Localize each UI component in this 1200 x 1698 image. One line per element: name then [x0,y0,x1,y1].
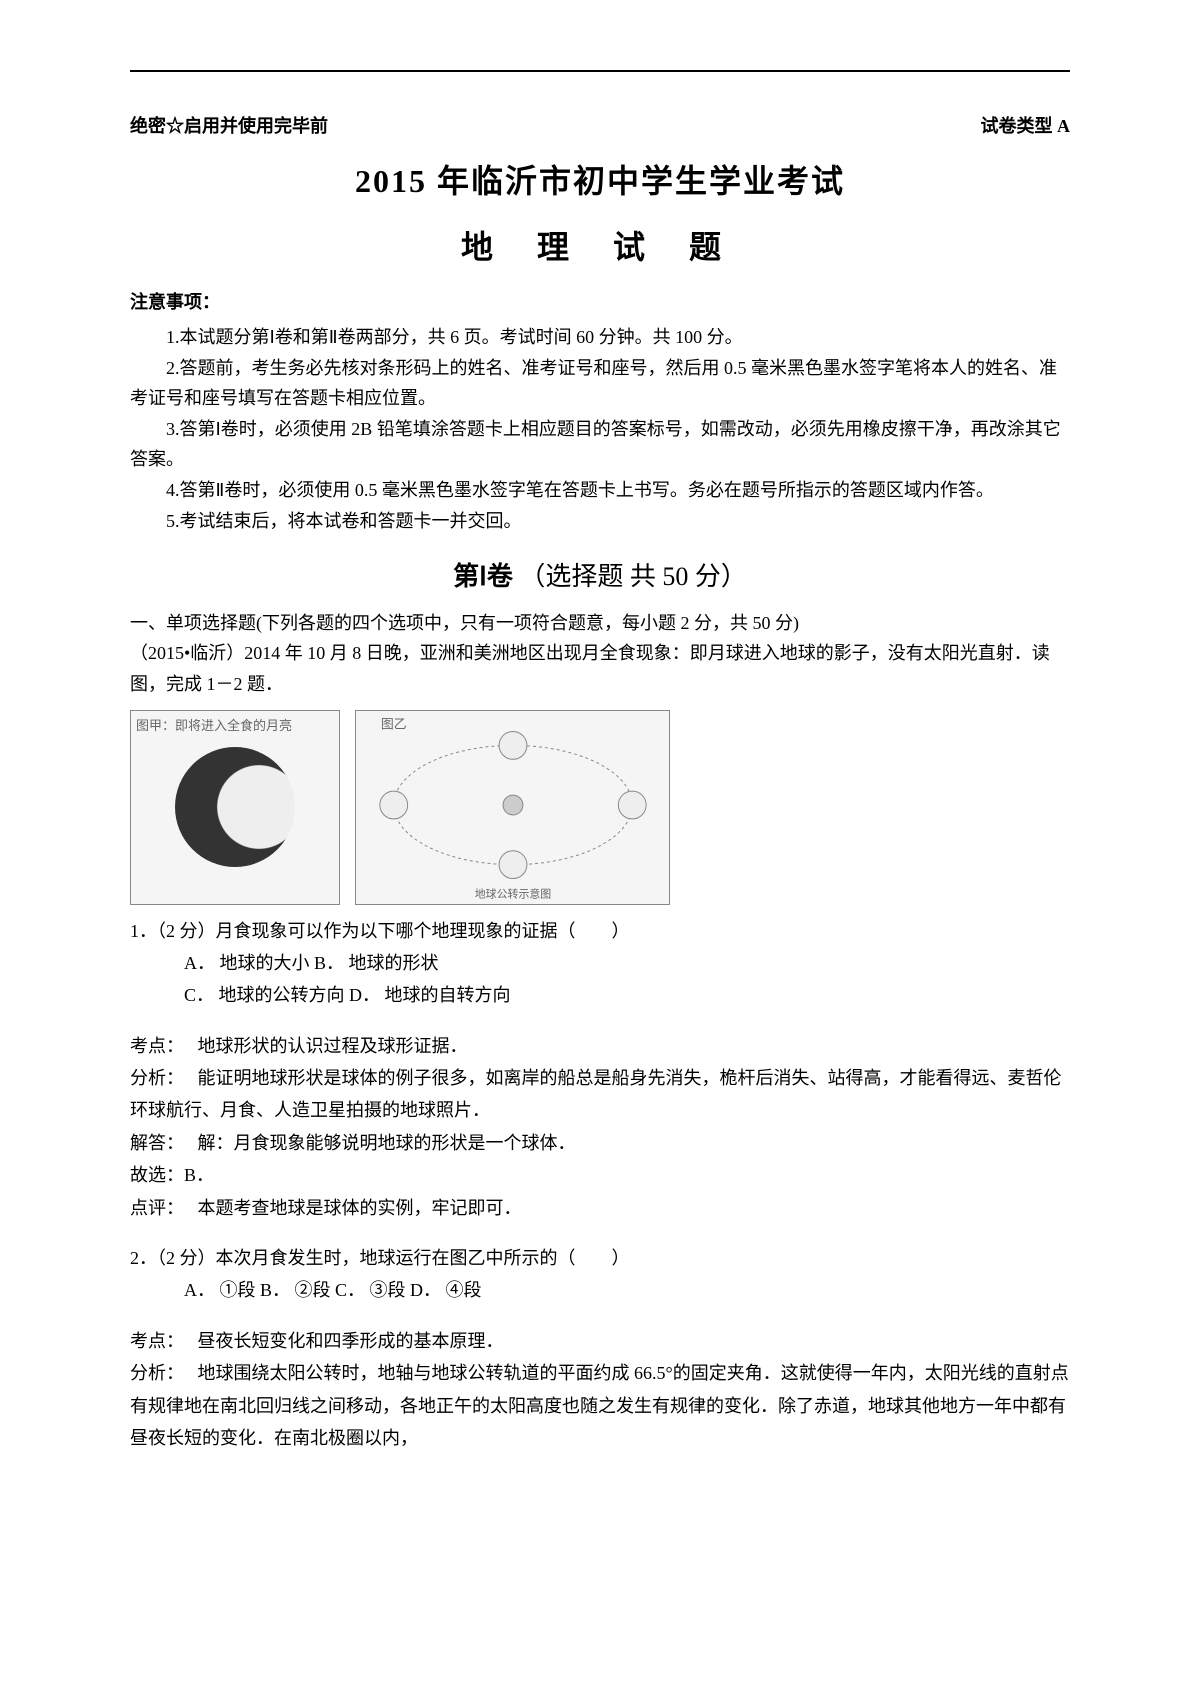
subject-title: 地 理 试 题 [130,222,1070,273]
q1-dianping: 点评： 本题考查地球是球体的实例，牢记即可． [130,1192,1070,1224]
exam-title: 2015 年临沂市初中学生学业考试 [130,156,1070,207]
q2-kaodian: 考点： 昼夜长短变化和四季形成的基本原理． [130,1325,1070,1357]
q2-stem: 2．（2 分）本次月食发生时，地球运行在图乙中所示的（ ） [130,1242,1070,1274]
kaodian-label: 考点： [130,1030,193,1062]
figure-row: 图甲：即将进入全食的月亮 图乙 地球公转示意图 [130,710,1070,905]
dianping-text: 本题考查地球是球体的实例，牢记即可． [198,1198,522,1218]
kaodian-text: 昼夜长短变化和四季形成的基本原理． [198,1331,504,1351]
top-rule [130,70,1070,72]
moon-icon [175,747,295,867]
kaodian-label: 考点： [130,1325,193,1357]
q1-guxuan: 故选：B． [130,1159,1070,1191]
kaodian-text: 地球形状的认识过程及球形证据． [198,1036,468,1056]
q1-options-line1: A． 地球的大小 B． 地球的形状 [130,947,1070,979]
section-1-title: 第Ⅰ卷 （选择题 共 50 分） [130,556,1070,598]
notice-item: 4.答第Ⅱ卷时，必须使用 0.5 毫米黑色墨水签字笔在答题卡上书写。务必在题号所… [130,475,1070,506]
orbit-diagram-svg: 图乙 地球公转示意图 [356,710,669,905]
q1-jieda: 解答： 解：月食现象能够说明地球的形状是一个球体． [130,1127,1070,1159]
figure-jia-label: 图甲：即将进入全食的月亮 [136,716,292,737]
section-1-light: （选择题 共 50 分） [519,562,747,591]
q1-fenxi: 分析： 能证明地球形状是球体的例子很多，如离岸的船总是船身先消失，桅杆后消失、站… [130,1062,1070,1127]
jieda-label: 解答： [130,1127,193,1159]
header-row: 绝密☆启用并使用完毕前 试卷类型 A [130,112,1070,141]
section-1-bold: 第Ⅰ卷 [453,562,513,591]
fenxi-label: 分析： [130,1062,193,1094]
mc-instruction: 一、单项选择题(下列各题的四个选项中，只有一项符合题意，每小题 2 分，共 50… [130,608,1070,639]
q2-options: A． ①段 B． ②段 C． ③段 D． ④段 [130,1274,1070,1306]
figure-yi: 图乙 地球公转示意图 [355,710,670,905]
fenxi-text: 地球围绕太阳公转时，地轴与地球公转轨道的平面约成 66.5°的固定夹角．这就使得… [130,1363,1069,1448]
figure-yi-label: 图乙 [381,716,407,731]
svg-text:地球公转示意图: 地球公转示意图 [475,886,552,900]
dianping-label: 点评： [130,1192,193,1224]
notice-item: 1.本试题分第Ⅰ卷和第Ⅱ卷两部分，共 6 页。考试时间 60 分钟。共 100 … [130,322,1070,353]
q1-options-line2: C． 地球的公转方向 D． 地球的自转方向 [130,979,1070,1011]
question-context: （2015•临沂）2014 年 10 月 8 日晚，亚洲和美洲地区出现月全食现象… [130,638,1070,699]
paper-type-label: 试卷类型 A [981,112,1071,141]
q2-fenxi: 分析： 地球围绕太阳公转时，地轴与地球公转轨道的平面约成 66.5°的固定夹角．… [130,1357,1070,1454]
notice-item: 3.答第Ⅰ卷时，必须使用 2B 铅笔填涂答题卡上相应题目的答案标号，如需改动，必… [130,414,1070,475]
fenxi-text: 能证明地球形状是球体的例子很多，如离岸的船总是船身先消失，桅杆后消失、站得高，才… [130,1068,1062,1120]
confidential-label: 绝密☆启用并使用完毕前 [130,112,328,141]
fenxi-label: 分析： [130,1357,193,1389]
q1-stem: 1．（2 分）月食现象可以作为以下哪个地理现象的证据（ ） [130,915,1070,947]
notice-item: 5.考试结束后，将本试卷和答题卡一并交回。 [130,506,1070,537]
notice-heading: 注意事项： [130,288,1070,317]
figure-jia: 图甲：即将进入全食的月亮 [130,710,340,905]
jieda-text: 解：月食现象能够说明地球的形状是一个球体． [198,1133,576,1153]
q1-kaodian: 考点： 地球形状的认识过程及球形证据． [130,1030,1070,1062]
notice-item: 2.答题前，考生务必先核对条形码上的姓名、准考证号和座号，然后用 0.5 毫米黑… [130,353,1070,414]
